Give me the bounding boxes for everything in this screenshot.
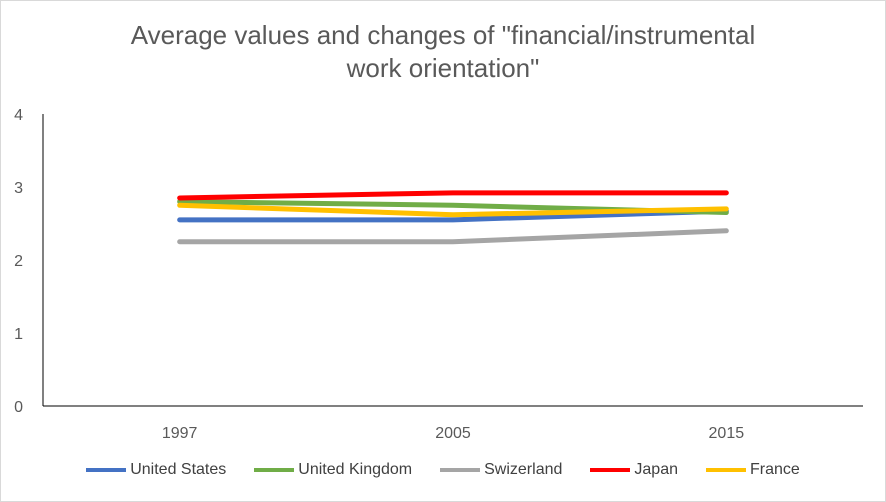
series-line-swizerland [177, 228, 729, 245]
series-line-united-states [177, 208, 729, 223]
y-tick-label: 0 [14, 399, 23, 416]
legend-swatch [86, 468, 127, 472]
legend-item: Swizerland [440, 461, 562, 479]
series-line-japan [177, 190, 729, 201]
legend-item: United States [86, 461, 226, 479]
chart-title: Average values and changes of "financial… [1, 19, 885, 85]
chart-title-line-2: work orientation" [346, 53, 540, 83]
legend-label: United Kingdom [298, 461, 413, 478]
chart-title-line-1: Average values and changes of "financial… [130, 20, 756, 50]
y-tick-label: 4 [14, 107, 23, 124]
series-line-france [177, 202, 729, 218]
legend-swatch [705, 468, 746, 472]
legend-label: United States [130, 461, 227, 478]
y-tick-label: 3 [14, 180, 23, 197]
y-tick-label: 1 [14, 326, 23, 343]
x-tick-label: 2015 [709, 425, 745, 442]
legend-item: France [705, 461, 800, 479]
legend-swatch [440, 468, 481, 472]
legend-label: Swizerland [484, 461, 563, 478]
x-tick-label: 2005 [435, 425, 471, 442]
chart-legend: United States United Kingdom Swizerland Jap… [1, 461, 885, 479]
legend-item: United Kingdom [254, 461, 412, 479]
legend-label: France [749, 461, 800, 478]
legend-label: Japan [634, 461, 678, 478]
x-tick-label: 1997 [162, 425, 198, 442]
legend-item: Japan [590, 461, 678, 479]
y-tick-label: 2 [14, 253, 23, 270]
legend-swatch [590, 468, 631, 472]
legend-swatch [254, 468, 295, 472]
